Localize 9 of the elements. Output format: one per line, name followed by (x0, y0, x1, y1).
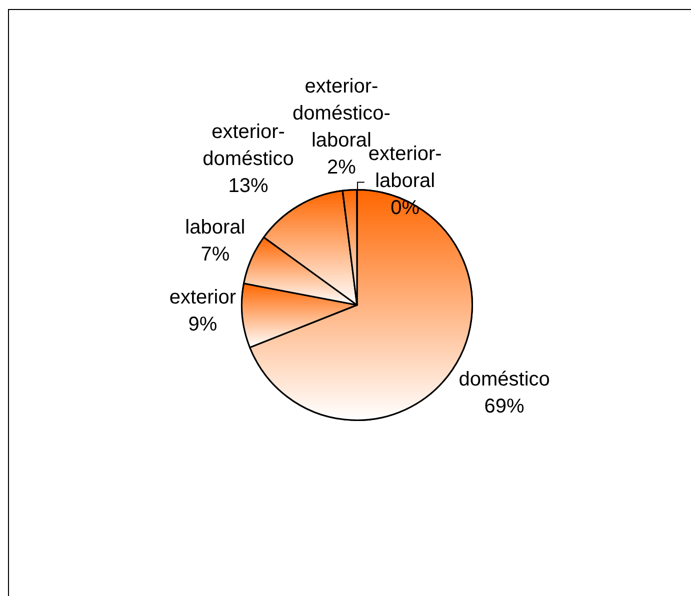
slice-label: laboral (185, 216, 246, 238)
data-label: 13% (228, 175, 268, 198)
data-label: 9% (188, 314, 218, 336)
data-label: 69% (484, 396, 525, 418)
slice-label: exterior (169, 286, 236, 309)
data-label: 2% (327, 156, 356, 179)
slice-label: doméstico (458, 368, 550, 391)
slice-label: exterior-doméstico (202, 121, 294, 170)
data-label: 7% (200, 243, 230, 266)
